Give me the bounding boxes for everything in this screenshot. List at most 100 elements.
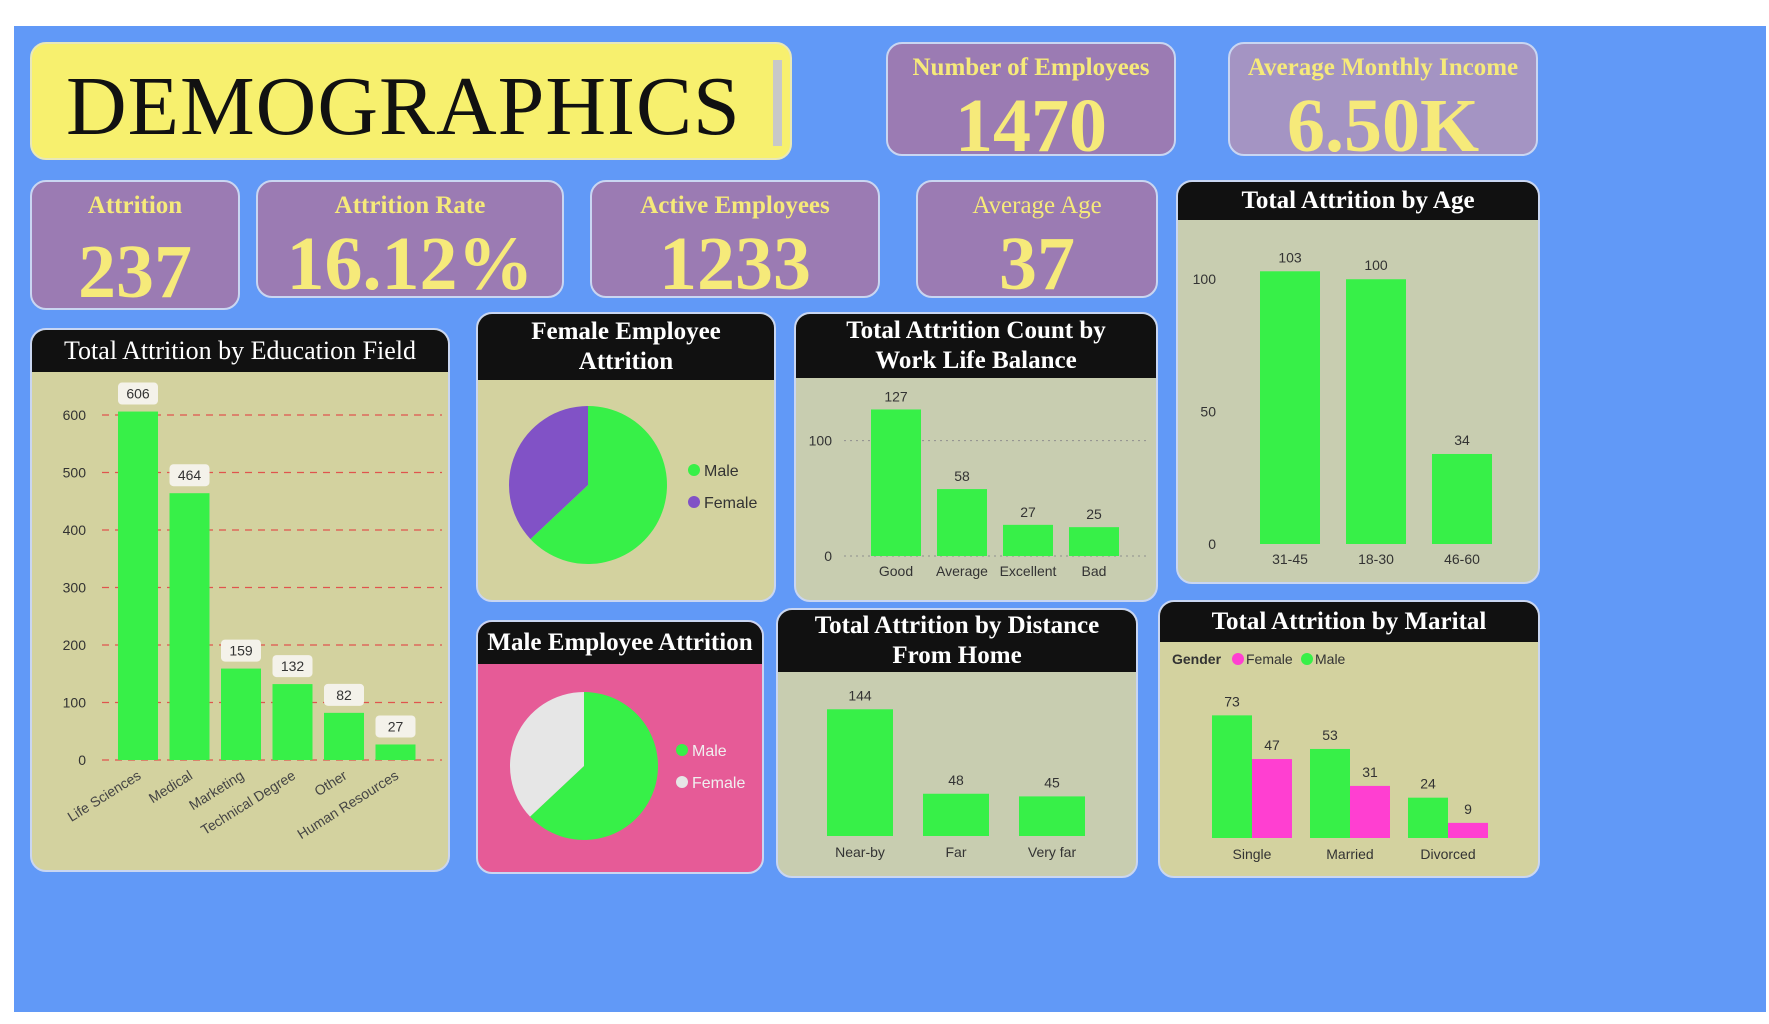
bar xyxy=(118,411,158,760)
education-field-panel: Total Attrition by Education Field 0 100 2… xyxy=(30,328,450,872)
y-tick-label: 100 xyxy=(63,695,87,711)
x-tick-label: 46-60 xyxy=(1444,551,1480,567)
kpi-value: 6.50K xyxy=(1286,84,1480,156)
data-label: 103 xyxy=(1278,249,1302,265)
legend-marker xyxy=(688,496,700,508)
bar xyxy=(871,409,921,556)
kpi-label: Active Employees xyxy=(640,192,830,219)
x-tick-label: 18-30 xyxy=(1358,551,1394,567)
legend-title: Gender xyxy=(1172,651,1222,667)
y-tick-label: 0 xyxy=(1208,536,1216,552)
data-label-bg xyxy=(375,715,416,738)
y-tick-label: 0 xyxy=(78,752,86,768)
x-tick-label: Divorced xyxy=(1420,846,1475,862)
bar xyxy=(1252,759,1292,838)
chart-title: Male Employee Attrition xyxy=(478,622,762,664)
chart-title: Total Attrition by Marital xyxy=(1160,602,1538,642)
kpi-average-age: Average Age 37 xyxy=(916,180,1158,298)
kpi-average-monthly-income: Average Monthly Income 6.50K xyxy=(1228,42,1538,156)
x-tick-label: Life Sciences xyxy=(64,767,143,825)
x-tick-label: Excellent xyxy=(1000,563,1057,579)
x-tick-label: Far xyxy=(946,844,967,860)
bar xyxy=(1408,797,1448,838)
x-tick-label: Technical Degree xyxy=(198,767,298,838)
page-title: DEMOGRAPHICS xyxy=(66,60,741,153)
data-label: 73 xyxy=(1224,693,1240,709)
data-label: 45 xyxy=(1044,774,1060,790)
data-label: 31 xyxy=(1362,764,1378,780)
chart-title: Female Employee Attrition xyxy=(478,314,774,380)
bar xyxy=(169,493,210,760)
kpi-label: Attrition xyxy=(87,192,183,219)
bar xyxy=(1310,748,1350,838)
legend-label: Female xyxy=(692,775,745,792)
data-label: 82 xyxy=(336,687,352,703)
bar xyxy=(1448,822,1488,838)
data-label: 27 xyxy=(1020,504,1036,520)
distance-chart: 144 Near-by 48 Far 45 Very far xyxy=(827,687,1085,860)
data-label: 25 xyxy=(1086,506,1102,522)
kpi-attrition-rate: Attrition Rate 16.12% xyxy=(256,180,564,298)
data-label-bg xyxy=(169,464,210,487)
kpi-value: 1470 xyxy=(955,84,1107,156)
bar xyxy=(272,684,313,760)
data-label: 24 xyxy=(1420,776,1436,792)
y-tick-label: 200 xyxy=(63,637,87,653)
kpi-value: 237 xyxy=(78,230,192,310)
data-label-bg xyxy=(272,655,313,678)
legend-marker xyxy=(688,464,700,476)
pie-slice xyxy=(509,406,588,540)
x-tick-label: Married xyxy=(1326,846,1373,862)
y-tick-label: 100 xyxy=(809,433,833,449)
chart-title: Total Attrition by Distance From Home xyxy=(778,610,1136,672)
x-tick-label: Average xyxy=(936,563,988,579)
kpi-label: Average Monthly Income xyxy=(1247,54,1519,81)
y-tick-label: 0 xyxy=(824,548,832,564)
female-attrition-panel: Female Employee Attrition Male Female xyxy=(476,312,776,602)
y-tick-label: 50 xyxy=(1200,404,1216,420)
data-label: 127 xyxy=(884,388,908,404)
legend-label: Male xyxy=(704,463,739,480)
y-tick-label: 400 xyxy=(63,522,87,538)
data-label: 58 xyxy=(954,468,970,484)
legend-marker xyxy=(676,744,688,756)
data-label-bg xyxy=(324,683,364,706)
marital-panel: Total Attrition by Marital Gender Female M… xyxy=(1158,600,1540,878)
x-tick-label: Very far xyxy=(1028,844,1077,860)
title-divider xyxy=(773,60,782,146)
male-attrition-panel: Male Employee Attrition Male Female xyxy=(476,620,764,874)
kpi-active-employees: Active Employees 1233 xyxy=(590,180,880,298)
y-tick-label: 600 xyxy=(63,407,87,423)
data-label: 53 xyxy=(1322,727,1338,743)
bar xyxy=(1003,524,1053,556)
x-tick-label: Other xyxy=(311,767,349,799)
legend-marker xyxy=(676,776,688,788)
legend-marker xyxy=(1232,653,1244,665)
chart-title: Total Attrition by Education Field xyxy=(32,330,448,372)
kpi-value: 16.12% xyxy=(286,222,534,298)
data-label: 144 xyxy=(848,687,872,703)
work-life-balance-chart: 0 100 127 Good 58 Average 27 Excellent 25 Bad xyxy=(809,388,1148,579)
legend-label: Male xyxy=(1315,651,1346,667)
y-tick-label: 500 xyxy=(63,465,87,481)
kpi-label: Number of Employees xyxy=(912,54,1150,81)
legend-label: Female xyxy=(1246,651,1293,667)
y-tick-label: 100 xyxy=(1193,271,1217,287)
bar xyxy=(1019,796,1085,836)
kpi-label: Average Age xyxy=(972,192,1102,219)
bar xyxy=(1260,271,1320,544)
pie-slice xyxy=(530,692,658,840)
x-tick-label: Near-by xyxy=(835,844,885,860)
marital-chart: Gender Female Male 73 47 Single 53 31 Married 24 9… xyxy=(1172,651,1488,862)
bar xyxy=(827,709,893,836)
bar xyxy=(1069,527,1119,556)
work-life-balance-panel: Total Attrition Count by Work Life Balan… xyxy=(794,312,1158,602)
legend-label: Male xyxy=(692,743,727,760)
x-tick-label: Bad xyxy=(1082,563,1107,579)
data-label: 47 xyxy=(1264,737,1280,753)
kpi-label: Attrition Rate xyxy=(334,192,486,219)
data-label-bg xyxy=(221,639,261,662)
data-label: 9 xyxy=(1464,801,1472,817)
female-attrition-chart: Male Female xyxy=(509,406,757,564)
